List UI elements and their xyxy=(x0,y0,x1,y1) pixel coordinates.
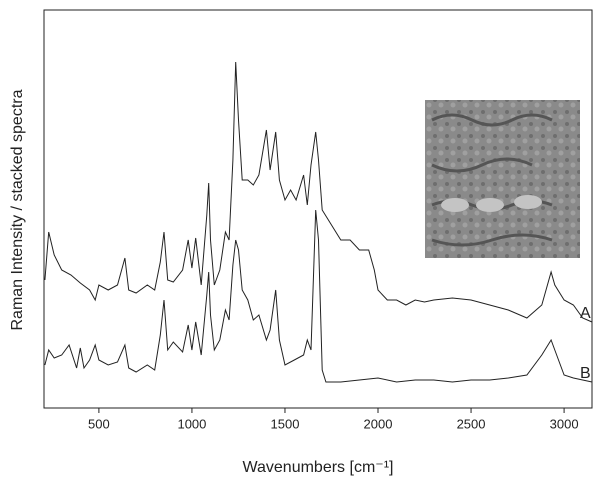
y-axis-label: Raman Intensity / stacked spectra xyxy=(9,89,26,330)
x-tick-label: 2500 xyxy=(457,416,486,431)
series-label: A xyxy=(580,305,591,322)
x-tick-label: 1500 xyxy=(271,416,300,431)
inset-image xyxy=(425,100,580,258)
series-label: B xyxy=(580,365,591,382)
x-tick-label: 2000 xyxy=(364,416,393,431)
spectrum-line xyxy=(44,61,593,323)
x-axis-label: Wavenumbers [cm⁻¹] xyxy=(243,459,394,476)
plot-frame xyxy=(43,9,593,409)
x-tick-label: 3000 xyxy=(550,416,579,431)
x-tick-label: 1000 xyxy=(177,416,206,431)
x-tick-label: 500 xyxy=(88,416,110,431)
spectrum-line xyxy=(44,209,593,383)
